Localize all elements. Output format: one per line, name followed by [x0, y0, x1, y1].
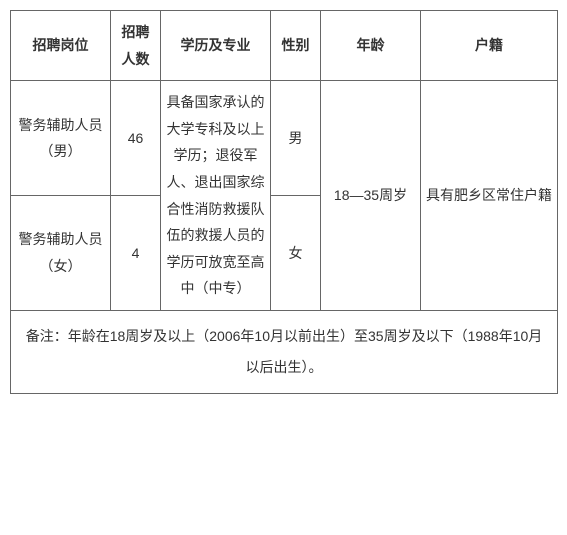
cell-gender: 男 — [271, 81, 321, 196]
header-position: 招聘岗位 — [11, 11, 111, 81]
header-count: 招聘人数 — [111, 11, 161, 81]
cell-residence: 具有肥乡区常住户籍 — [421, 81, 558, 311]
table-header-row: 招聘岗位 招聘人数 学历及专业 性别 年龄 户籍 — [11, 11, 558, 81]
cell-age: 18—35周岁 — [321, 81, 421, 311]
cell-position: 警务辅助人员（女） — [11, 196, 111, 311]
cell-position: 警务辅助人员（男） — [11, 81, 111, 196]
header-education: 学历及专业 — [161, 11, 271, 81]
cell-education: 具备国家承认的大学专科及以上学历；退役军人、退出国家综合性消防救援队伍的救援人员… — [161, 81, 271, 311]
header-gender: 性别 — [271, 11, 321, 81]
table-row: 警务辅助人员（男） 46 具备国家承认的大学专科及以上学历；退役军人、退出国家综… — [11, 81, 558, 196]
header-residence: 户籍 — [421, 11, 558, 81]
cell-count: 4 — [111, 196, 161, 311]
table-note-row: 备注：年龄在18周岁及以上（2006年10月以前出生）至35周岁及以下（1988… — [11, 310, 558, 393]
cell-note: 备注：年龄在18周岁及以上（2006年10月以前出生）至35周岁及以下（1988… — [11, 310, 558, 393]
cell-count: 46 — [111, 81, 161, 196]
recruitment-table: 招聘岗位 招聘人数 学历及专业 性别 年龄 户籍 警务辅助人员（男） 46 具备… — [10, 10, 558, 394]
header-age: 年龄 — [321, 11, 421, 81]
cell-gender: 女 — [271, 196, 321, 311]
